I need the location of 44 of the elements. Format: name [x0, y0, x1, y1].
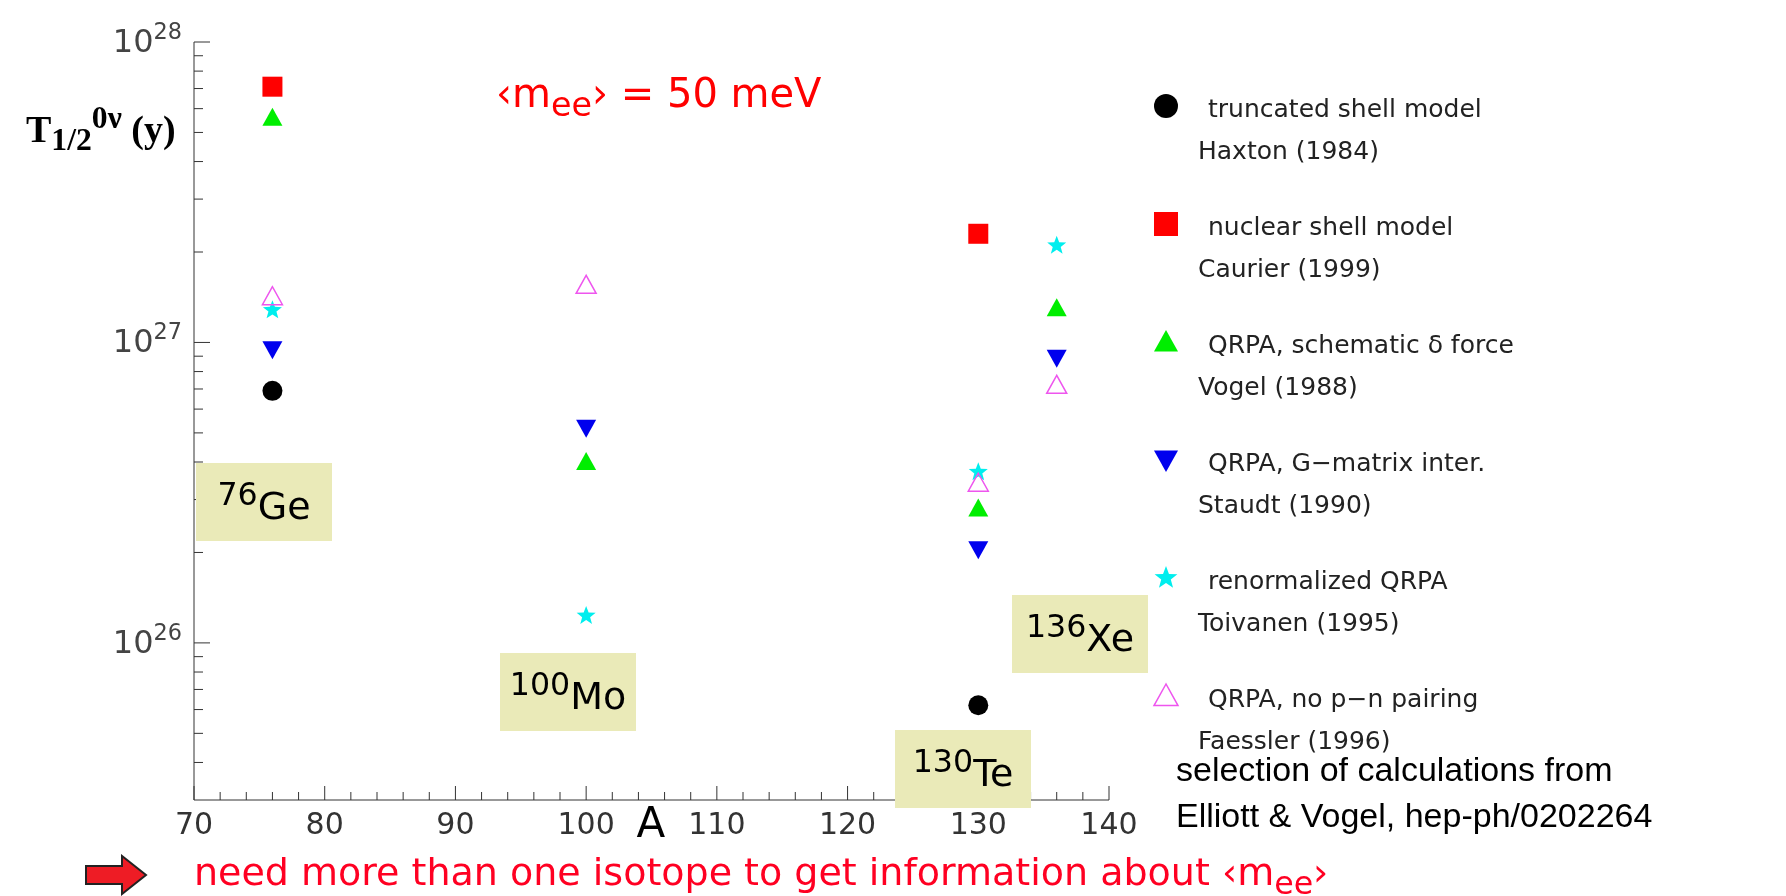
- legend-label: renormalized QRPA Toivanen (1995): [1198, 565, 1448, 639]
- x-tick-label: 100: [557, 806, 615, 841]
- annotation: $^{100}$Mo: [509, 666, 627, 718]
- point: [576, 452, 597, 471]
- point: [576, 419, 597, 438]
- point: [576, 605, 596, 624]
- text: need more than one isotope to get information about ‹m$_{ee}$›: [194, 850, 1329, 896]
- point: [261, 285, 284, 306]
- point: [262, 107, 283, 126]
- point: [262, 76, 283, 97]
- y-axis-title: T$_{1/2}$$^{0ν}$ (y): [26, 100, 176, 159]
- annotation: ‹m$_{ee}$› = 50 meV: [496, 70, 822, 124]
- x-tick-label: 90: [436, 806, 475, 841]
- x-tick-label: 140: [1080, 806, 1138, 841]
- x-axis-title: A: [636, 798, 666, 847]
- annotation: $^{136}$Xe: [1025, 608, 1135, 660]
- point: [968, 695, 989, 716]
- point: [1046, 349, 1067, 368]
- annotation: $^{130}$Te: [912, 743, 1014, 795]
- legend-label: QRPA, no p−n pairing Faessler (1996): [1198, 683, 1479, 757]
- x-tick-label: 70: [174, 806, 214, 841]
- point: [968, 498, 989, 517]
- point: [262, 380, 283, 401]
- point: [967, 472, 990, 492]
- x-tick-label: 80: [305, 806, 344, 841]
- y-tick-label: 10$^{26}$: [112, 618, 182, 661]
- x-tick-label: 130: [949, 806, 1007, 841]
- legend-label: QRPA, G−matrix inter. Staudt (1990): [1198, 447, 1486, 521]
- point: [1045, 374, 1068, 395]
- x-tick-label: 120: [818, 806, 877, 841]
- legend-label: nuclear shell model Caurier (1999): [1198, 211, 1454, 285]
- point: [262, 341, 283, 360]
- point: [968, 541, 989, 560]
- point: [1047, 235, 1067, 254]
- x-tick-label: 110: [688, 806, 746, 841]
- legend-label: truncated shell model Haxton (1984): [1198, 93, 1482, 167]
- annotation: $^{76}$Ge: [217, 476, 311, 528]
- y-tick-label: 10$^{27}$: [112, 318, 182, 361]
- point: [262, 300, 282, 319]
- legend-label: QRPA, schematic δ force Vogel (1988): [1198, 329, 1514, 403]
- y-tick-label: 10$^{28}$: [112, 18, 182, 60]
- point: [575, 274, 597, 295]
- point: [1046, 298, 1067, 317]
- point: [968, 223, 989, 244]
